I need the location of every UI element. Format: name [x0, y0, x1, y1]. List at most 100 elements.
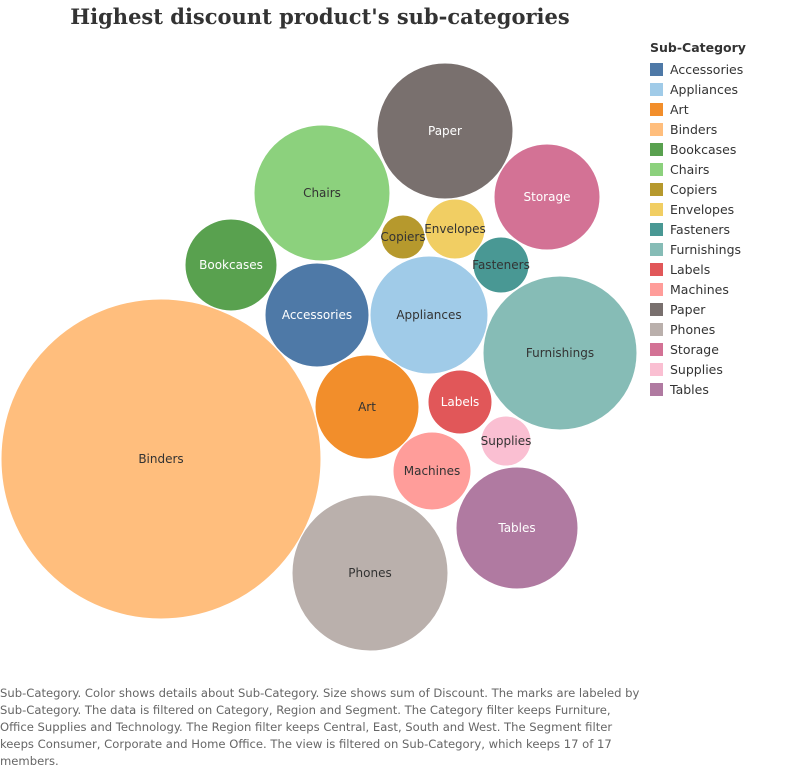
- legend-swatch: [650, 82, 663, 96]
- legend-swatch: [650, 302, 663, 316]
- bubble-label-binders: Binders: [138, 452, 183, 466]
- bubble-phones[interactable]: Phones: [291, 494, 449, 652]
- bubble-paper[interactable]: Paper: [376, 62, 514, 200]
- legend-swatch: [650, 282, 663, 296]
- bubble-envelopes[interactable]: Envelopes: [424, 198, 486, 260]
- legend-item-tables[interactable]: Tables: [650, 379, 785, 399]
- legend-label: Chairs: [670, 161, 710, 177]
- bubble-circle-accessories[interactable]: [264, 262, 370, 368]
- bubble-appliances[interactable]: Appliances: [369, 255, 489, 375]
- bubble-circle-art[interactable]: [314, 354, 420, 460]
- legend-item-labels[interactable]: Labels: [650, 259, 785, 279]
- legend-swatch: [650, 262, 663, 276]
- bubble-furnishings[interactable]: Furnishings: [482, 275, 638, 431]
- bubble-label-tables: Tables: [497, 521, 535, 535]
- bubble-label-appliances: Appliances: [396, 308, 461, 322]
- bubble-label-accessories: Accessories: [282, 308, 352, 322]
- legend-item-furnishings[interactable]: Furnishings: [650, 239, 785, 259]
- legend-label: Fasteners: [670, 221, 731, 237]
- legend-item-envelopes[interactable]: Envelopes: [650, 199, 785, 219]
- legend-label: Machines: [670, 281, 729, 297]
- legend-item-fasteners[interactable]: Fasteners: [650, 219, 785, 239]
- legend-swatch: [650, 102, 663, 116]
- legend-swatch: [650, 362, 663, 376]
- legend-item-phones[interactable]: Phones: [650, 319, 785, 339]
- bubble-art[interactable]: Art: [314, 354, 420, 460]
- bubble-copiers[interactable]: Copiers: [380, 214, 426, 260]
- legend-item-accessories[interactable]: Accessories: [650, 59, 785, 79]
- legend-item-supplies[interactable]: Supplies: [650, 359, 785, 379]
- bubble-label-storage: Storage: [524, 190, 571, 204]
- bubble-label-supplies: Supplies: [481, 434, 532, 448]
- legend-label: Paper: [670, 301, 706, 317]
- legend-label: Tables: [670, 381, 709, 397]
- legend-item-paper[interactable]: Paper: [650, 299, 785, 319]
- bubble-circle-envelopes[interactable]: [424, 198, 486, 260]
- legend-label: Binders: [670, 121, 718, 137]
- bubble-circle-binders[interactable]: [0, 298, 322, 620]
- chart-caption: Sub-Category. Color shows details about …: [0, 686, 640, 768]
- bubble-label-paper: Paper: [428, 124, 462, 138]
- bubble-supplies[interactable]: Supplies: [480, 415, 532, 467]
- legend-swatch: [650, 142, 663, 156]
- bubble-machines[interactable]: Machines: [392, 431, 472, 511]
- legend-swatch: [650, 122, 663, 136]
- bubble-label-fasteners: Fasteners: [472, 258, 530, 272]
- bubble-circle-copiers[interactable]: [380, 214, 426, 260]
- bubble-accessories[interactable]: Accessories: [264, 262, 370, 368]
- bubble-labels[interactable]: Labels: [427, 369, 493, 435]
- bubble-label-labels: Labels: [441, 395, 480, 409]
- legend-swatch: [650, 382, 663, 396]
- bubble-circle-fasteners[interactable]: [472, 236, 530, 294]
- bubble-fasteners[interactable]: Fasteners: [472, 236, 530, 294]
- bubble-circle-furnishings[interactable]: [482, 275, 638, 431]
- bubble-bookcases[interactable]: Bookcases: [184, 218, 278, 312]
- legend-label: Bookcases: [670, 141, 737, 157]
- bubble-circle-chairs[interactable]: [253, 124, 391, 262]
- bubble-circle-tables[interactable]: [455, 466, 579, 590]
- bubble-circle-storage[interactable]: [493, 143, 601, 251]
- bubble-label-machines: Machines: [404, 464, 460, 478]
- bubble-label-copiers: Copiers: [380, 230, 425, 244]
- legend-label: Accessories: [670, 61, 744, 77]
- bubble-circle-phones[interactable]: [291, 494, 449, 652]
- bubble-label-art: Art: [358, 400, 376, 414]
- legend-item-appliances[interactable]: Appliances: [650, 79, 785, 99]
- bubble-label-chairs: Chairs: [303, 186, 341, 200]
- legend-item-chairs[interactable]: Chairs: [650, 159, 785, 179]
- bubble-circle-machines[interactable]: [392, 431, 472, 511]
- legend-label: Labels: [670, 261, 711, 277]
- bubble-label-phones: Phones: [348, 566, 391, 580]
- bubble-chairs[interactable]: Chairs: [253, 124, 391, 262]
- legend-item-storage[interactable]: Storage: [650, 339, 785, 359]
- bubble-circle-supplies[interactable]: [480, 415, 532, 467]
- legend-swatch: [650, 62, 663, 76]
- legend-label: Copiers: [670, 181, 718, 197]
- bubble-binders[interactable]: Binders: [0, 298, 322, 620]
- bubble-label-envelopes: Envelopes: [424, 222, 486, 236]
- bubble-circle-appliances[interactable]: [369, 255, 489, 375]
- legend-swatch: [650, 202, 663, 216]
- bubble-circle-labels[interactable]: [427, 369, 493, 435]
- legend-swatch: [650, 222, 663, 236]
- legend-swatch: [650, 162, 663, 176]
- bubble-circle-bookcases[interactable]: [184, 218, 278, 312]
- legend-item-binders[interactable]: Binders: [650, 119, 785, 139]
- legend-item-bookcases[interactable]: Bookcases: [650, 139, 785, 159]
- legend-item-art[interactable]: Art: [650, 99, 785, 119]
- legend-label: Storage: [670, 341, 719, 357]
- bubble-storage[interactable]: Storage: [493, 143, 601, 251]
- legend-label: Furnishings: [670, 241, 742, 257]
- legend-label: Art: [670, 101, 689, 117]
- bubble-tables[interactable]: Tables: [455, 466, 579, 590]
- legend-item-copiers[interactable]: Copiers: [650, 179, 785, 199]
- legend-label: Phones: [670, 321, 716, 337]
- legend-label: Supplies: [670, 361, 723, 377]
- bubble-chart: Accessories Appliances Art Binders Bookcases…: [0, 62, 638, 652]
- legend-label: Appliances: [670, 81, 739, 97]
- bubble-label-furnishings: Furnishings: [526, 346, 594, 360]
- legend-label: Envelopes: [670, 201, 735, 217]
- legend-item-machines[interactable]: Machines: [650, 279, 785, 299]
- legend-swatch: [650, 242, 663, 256]
- bubble-circle-paper[interactable]: [376, 62, 514, 200]
